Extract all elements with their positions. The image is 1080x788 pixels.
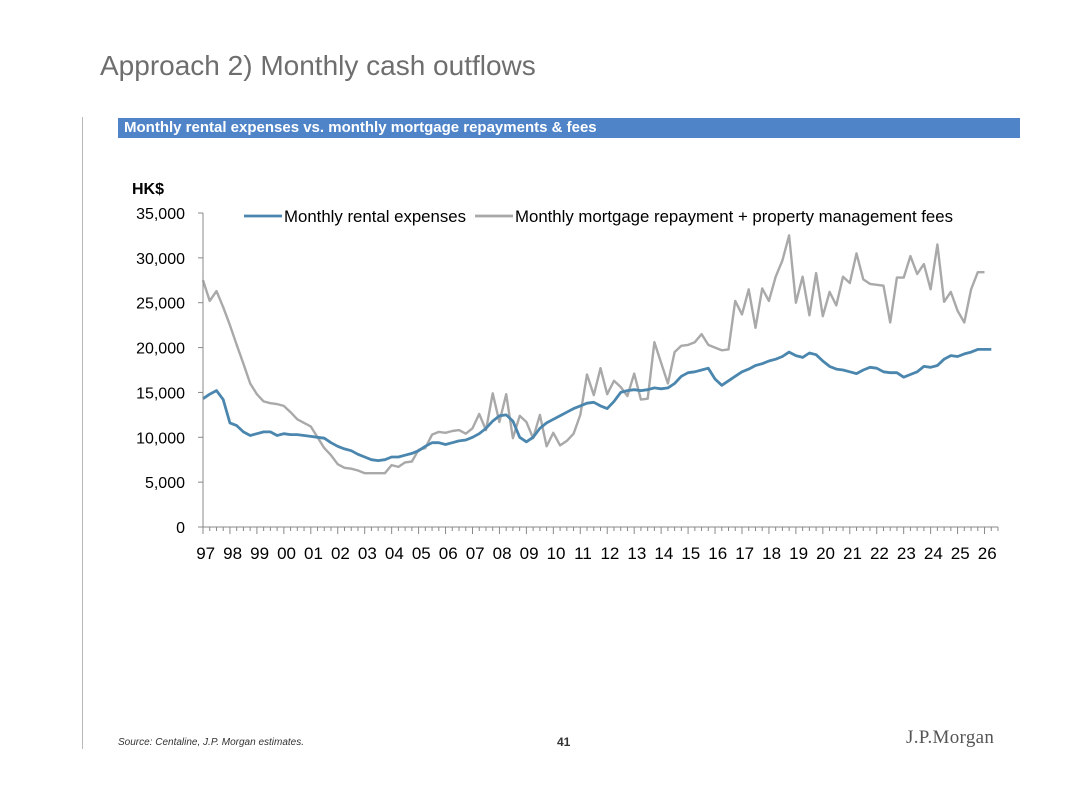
y-tick-label: 0: [176, 520, 185, 537]
series-line-mortgage: [201, 234, 985, 475]
x-tick-label: 09: [520, 544, 539, 563]
x-tick-label: 20: [816, 544, 835, 563]
x-tick-label: 26: [978, 544, 997, 563]
legend: Monthly rental expenses Monthly mortgage …: [244, 207, 953, 226]
x-tick-label: 21: [843, 544, 862, 563]
chart-banner: Monthly rental expenses vs. monthly mort…: [118, 118, 1020, 138]
y-tick-label: 20,000: [136, 341, 185, 358]
x-tick-label: 08: [493, 544, 512, 563]
left-divider: [82, 117, 83, 749]
series-line-rental: [202, 348, 992, 462]
x-tick-label: 98: [223, 544, 242, 563]
page-number: 41: [557, 735, 571, 749]
legend-label: Monthly rental expenses: [284, 207, 466, 226]
series-layer: [201, 234, 992, 475]
x-tick-label: 25: [951, 544, 970, 563]
x-tick-label: 03: [358, 544, 377, 563]
y-tick-label: 30,000: [136, 251, 185, 268]
source-note: Source: Centaline, J.P. Morgan estimates…: [118, 737, 305, 748]
x-tick-label: 16: [708, 544, 727, 563]
x-tick-label: 19: [789, 544, 808, 563]
x-tick-label: 05: [412, 544, 431, 563]
x-tick-label: 06: [439, 544, 458, 563]
x-tick-label: 11: [574, 544, 592, 563]
x-tick-label: 01: [304, 544, 323, 563]
x-tick-label: 17: [735, 544, 754, 563]
x-tick-label: 02: [331, 544, 350, 563]
x-tick-label: 15: [681, 544, 700, 563]
y-unit-label: HK$: [132, 181, 164, 198]
y-tick-label: 15,000: [136, 385, 185, 402]
y-tick-label: 10,000: [136, 430, 185, 447]
y-tick-label: 25,000: [136, 296, 185, 313]
jpmorgan-logo: J.P.Morgan: [906, 727, 995, 748]
x-tick-label: 13: [627, 544, 646, 563]
x-tick-label: 24: [924, 544, 943, 563]
x-tick-label: 23: [897, 544, 916, 563]
axes: 0 5,000 10,000 15,000 20,000 25,000 30,000 35,0…: [136, 206, 999, 563]
x-tick-label: 07: [466, 544, 485, 563]
x-tick-label: 10: [547, 544, 566, 563]
x-tick-label: 12: [600, 544, 619, 563]
x-tick-label: 00: [277, 544, 296, 563]
legend-label: Monthly mortgage repayment + property ma…: [515, 207, 953, 226]
x-tick-label: 18: [762, 544, 781, 563]
y-tick-label: 35,000: [136, 206, 185, 223]
x-tick-label: 22: [870, 544, 889, 563]
y-tick-label: 5,000: [145, 475, 185, 492]
x-tick-label: 14: [654, 544, 673, 563]
x-tick-label: 99: [250, 544, 269, 563]
slide-title: Approach 2) Monthly cash outflows: [100, 50, 536, 81]
x-tick-label: 97: [196, 544, 215, 563]
x-tick-label: 04: [385, 544, 404, 563]
